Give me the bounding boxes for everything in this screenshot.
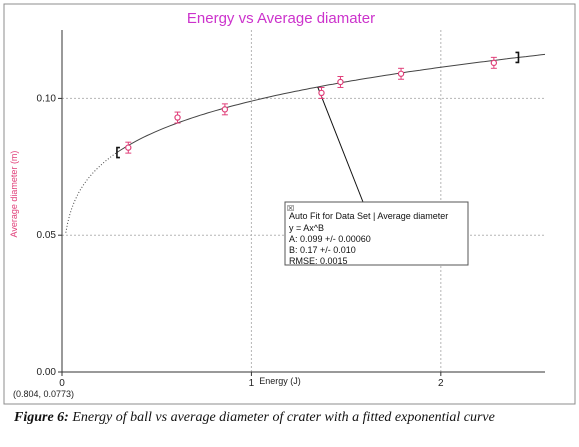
fit-range-start-bracket [116,146,120,159]
data-marker [221,106,229,113]
fit-param-a: A: 0.099 +/- 0.00060 [289,234,371,244]
chart: Energy vs Average diamater Average diame… [3,3,576,405]
data-point [174,111,181,124]
annotation-leader-group [317,86,364,203]
x-tick-label: 0 [59,378,65,389]
fit-param-b: B: 0.17 +/- 0.010 [289,245,356,255]
data-marker [174,114,181,121]
data-point [318,86,325,99]
data-point [337,76,344,88]
fit-curve-extrapolated [65,152,118,233]
data-point [125,141,132,154]
y-tick-label: 0.10 [37,93,57,104]
x-axis-label: Energy (J) [259,376,301,386]
fit-equation: y = Ax^B [289,223,324,233]
fit-rmse: RMSE: 0.0015 [289,256,348,266]
y-axis-label: Average diameter (m) [9,151,19,238]
y-tick-label: 0.05 [37,230,57,241]
caption-text: Energy of ball vs average diameter of cr… [68,410,495,425]
close-icon[interactable]: ☒ [287,204,294,213]
fit-annotation-box[interactable]: ☒ Auto Fit for Data Set | Average diamet… [284,201,469,266]
y-tick-label: 0.00 [37,367,57,378]
chart-title: Energy vs Average diamater [187,10,375,27]
data-marker [318,89,325,97]
data-marker [125,144,132,151]
data-marker [397,70,405,77]
data-point [397,67,405,80]
data-marker [490,59,498,67]
data-marker [337,78,344,86]
data-point [490,56,498,69]
coordinate-readout: (0.804, 0.0773) [13,389,74,399]
fit-curve [116,53,546,153]
fit-curve-group [65,51,546,233]
figure-caption: Figure 6: Energy of ball vs average diam… [14,410,574,426]
annotation-leader-line [317,86,364,203]
fit-range-end-bracket [515,51,520,64]
axes: 0.00 0.05 0.10 0 1 2 [37,30,545,389]
data-points [125,56,498,154]
caption-label: Figure 6: [14,410,69,425]
data-point [221,103,229,116]
x-tick-label: 2 [438,378,444,389]
x-tick-label: 1 [249,378,255,389]
fit-header: Auto Fit for Data Set | Average diameter [289,211,448,221]
